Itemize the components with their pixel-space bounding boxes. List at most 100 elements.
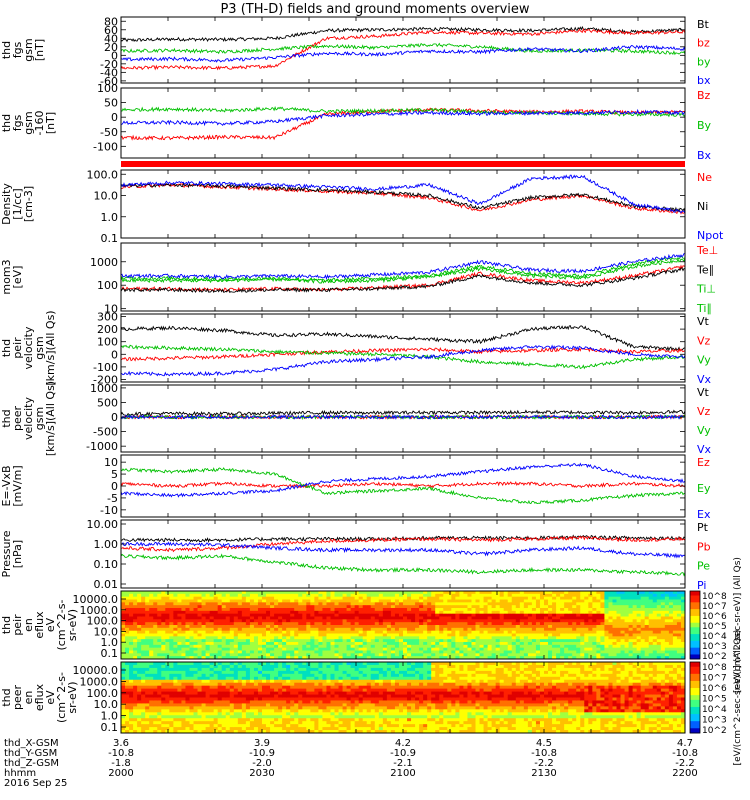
- colorbar-tick: 10^2: [702, 652, 727, 662]
- x-tick-label: -10.9: [249, 748, 275, 759]
- y-tick-label: 100: [97, 336, 118, 349]
- legend-label: by: [697, 55, 711, 68]
- y-tick-label: 100: [97, 279, 118, 292]
- chart-title: P3 (TH-D) fields and ground moments over…: [220, 2, 530, 17]
- legend-label: Pb: [697, 540, 711, 553]
- y-axis-label: thd: [0, 688, 13, 706]
- series-line: [120, 253, 686, 281]
- x-tick-label: 4.5: [536, 738, 552, 749]
- colorbar-tick: 10^4: [702, 705, 727, 715]
- x-tick-label: -10.8: [531, 748, 557, 759]
- y-tick-label: -1000: [86, 440, 118, 453]
- legend-label: Vt: [697, 315, 710, 328]
- legend-label: Pt: [697, 521, 709, 534]
- y-tick-label: 0: [111, 49, 118, 62]
- colorbar-tick: 10^5: [702, 695, 727, 705]
- y-tick-label: -200: [93, 373, 118, 386]
- y-tick-label: 10000.0: [73, 593, 119, 606]
- y-axis-label: thd: [0, 616, 13, 634]
- series-line: [120, 414, 686, 420]
- series-line: [120, 467, 685, 505]
- panel-9: 10000.01000.0100.010.01.00.110^810^710^6…: [0, 557, 743, 693]
- y-tick-label: 1000.0: [80, 604, 119, 617]
- y-axis-label: E=-VxB: [0, 465, 13, 506]
- y-tick-label: 0.01: [94, 578, 119, 591]
- y-tick-label: 0.1: [101, 232, 119, 245]
- y-tick-label: -10: [100, 504, 118, 517]
- series-line: [120, 324, 686, 352]
- legend-label: By: [697, 119, 712, 132]
- y-axis-label: [mV/m]: [11, 465, 24, 506]
- legend-label: Vy: [697, 424, 711, 437]
- x-tick-label: 2030: [249, 768, 274, 779]
- y-tick-label: 200: [97, 323, 118, 336]
- y-axis-label: sr-eV): [66, 609, 79, 641]
- series-line: [120, 267, 686, 294]
- x-tick-label: -1.8: [111, 758, 131, 769]
- y-axis-label: -160: [33, 111, 46, 136]
- series-line: [120, 480, 686, 489]
- y-tick-label: 1000.0: [80, 675, 119, 688]
- legend-label: Ey: [697, 482, 711, 495]
- y-tick-label: 80: [104, 15, 118, 28]
- series-line: [120, 257, 686, 284]
- y-axis-label: fgs: [11, 114, 24, 131]
- colorbar-tick: 10^5: [702, 622, 727, 632]
- series-line: [121, 108, 686, 127]
- y-axis-label: gsm: [22, 111, 35, 134]
- y-axis-label: [km/s](All Qs): [44, 381, 57, 456]
- legend-label: Npot: [697, 229, 724, 242]
- y-tick-label: 1.0: [101, 636, 119, 649]
- legend-label: Pi: [697, 579, 706, 592]
- y-tick-label: 60: [104, 24, 118, 37]
- y-axis-label: (cm^2-s-: [55, 672, 68, 723]
- panel-4: 1000 100 10 Te⊥ Te∥ Ti⊥ Ti∥ mom3[eV]: [0, 242, 718, 316]
- legend-label: Vx: [697, 373, 712, 386]
- series-line: [120, 42, 686, 56]
- y-axis-label: gsm: [22, 38, 35, 61]
- colorbar-tick: 10^2: [702, 726, 727, 736]
- y-tick-label: 1.00: [94, 538, 119, 551]
- y-tick-label: 0.1: [101, 721, 119, 734]
- y-axis-label: [1/cc]: [11, 188, 24, 219]
- y-tick-label: 100.0: [87, 615, 119, 628]
- y-tick-label: 10.0: [94, 190, 119, 203]
- y-axis-label: [eV]: [11, 266, 24, 289]
- legend-label: Te⊥: [696, 244, 718, 257]
- series-line: [121, 183, 685, 215]
- colorbar-tick: 10^8: [702, 592, 727, 602]
- y-axis-label: gsm: [33, 407, 46, 430]
- panel-10: 10000.01000.0100.010.01.00.110^810^710^6…: [0, 630, 743, 766]
- colorbar-tick: 10^7: [702, 602, 727, 612]
- y-tick-label: 1000: [90, 256, 118, 269]
- y-axis-label: [nPa]: [11, 540, 24, 568]
- y-axis-label: thd: [0, 409, 13, 427]
- y-tick-label: 100: [97, 82, 118, 95]
- y-tick-label: 500: [97, 396, 118, 409]
- y-tick-label: 0: [111, 111, 118, 124]
- y-axis-label: (cm^2-s-: [55, 600, 68, 651]
- y-tick-label: 10.0: [94, 698, 119, 711]
- y-tick-label: 10: [104, 456, 118, 469]
- y-tick-label: 10.0: [94, 625, 119, 638]
- colorbar-tick: 10^6: [702, 684, 727, 694]
- x-tick-label: 2130: [531, 768, 556, 779]
- y-tick-label: 1.0: [101, 211, 119, 224]
- y-axis-label: eV: [44, 690, 57, 705]
- series-line: [120, 105, 686, 118]
- legend-label: Vz: [697, 405, 711, 418]
- colorbar-tick: 10^4: [702, 632, 727, 642]
- series-line: [120, 44, 686, 63]
- colorbar-tick: 10^7: [702, 674, 727, 684]
- y-axis-label: peer: [11, 685, 24, 711]
- x-tick-label: -10.8: [672, 748, 698, 759]
- y-axis-label: [nT]: [44, 112, 57, 134]
- y-axis-label: [nT]: [33, 39, 46, 61]
- series-line: [120, 174, 686, 214]
- legend-label: bz: [697, 37, 710, 50]
- x-tick-label: -2.2: [534, 758, 554, 769]
- x-tick-label: -2.2: [675, 758, 695, 769]
- series-line: [120, 534, 686, 543]
- colorbar-tick: 10^6: [702, 612, 727, 622]
